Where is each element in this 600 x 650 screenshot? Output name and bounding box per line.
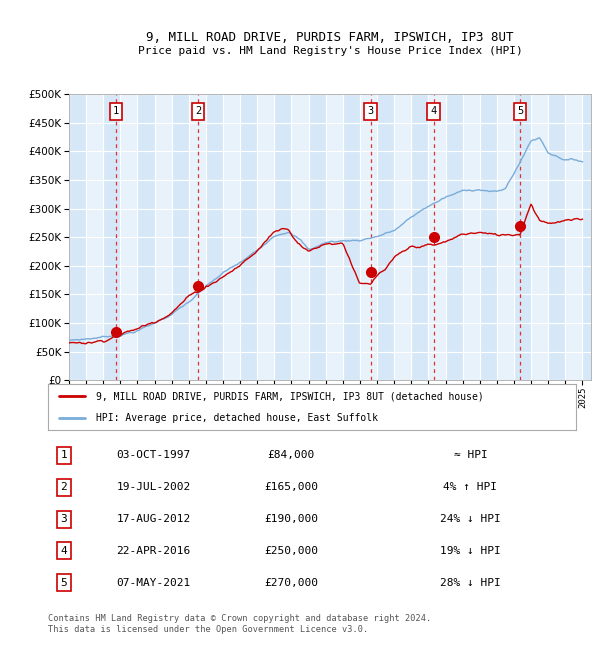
Bar — [103, 94, 121, 380]
Text: 4: 4 — [61, 546, 67, 556]
Bar — [377, 94, 394, 380]
Bar — [274, 94, 292, 380]
Bar — [121, 94, 137, 380]
Bar — [308, 94, 326, 380]
Text: 9, MILL ROAD DRIVE, PURDIS FARM, IPSWICH, IP3 8UT (detached house): 9, MILL ROAD DRIVE, PURDIS FARM, IPSWICH… — [95, 391, 483, 401]
Bar — [189, 94, 206, 380]
Text: £250,000: £250,000 — [264, 546, 318, 556]
Bar — [428, 94, 446, 380]
Bar — [446, 94, 463, 380]
Text: 1: 1 — [113, 107, 119, 116]
Bar — [480, 94, 497, 380]
Bar — [411, 94, 428, 380]
Text: Price paid vs. HM Land Registry's House Price Index (HPI): Price paid vs. HM Land Registry's House … — [137, 46, 523, 57]
Text: £165,000: £165,000 — [264, 482, 318, 492]
Text: ≈ HPI: ≈ HPI — [454, 450, 487, 460]
Text: 3: 3 — [61, 514, 67, 524]
Text: Contains HM Land Registry data © Crown copyright and database right 2024.
This d: Contains HM Land Registry data © Crown c… — [48, 614, 431, 634]
Text: 9, MILL ROAD DRIVE, PURDIS FARM, IPSWICH, IP3 8UT: 9, MILL ROAD DRIVE, PURDIS FARM, IPSWICH… — [146, 31, 514, 44]
Text: 19% ↓ HPI: 19% ↓ HPI — [440, 546, 501, 556]
Bar — [565, 94, 583, 380]
Bar — [206, 94, 223, 380]
Text: 19-JUL-2002: 19-JUL-2002 — [116, 482, 191, 492]
Text: 07-MAY-2021: 07-MAY-2021 — [116, 578, 191, 588]
Bar — [223, 94, 240, 380]
Text: 22-APR-2016: 22-APR-2016 — [116, 546, 191, 556]
Bar — [360, 94, 377, 380]
Bar — [548, 94, 565, 380]
Text: 03-OCT-1997: 03-OCT-1997 — [116, 450, 191, 460]
Text: 4: 4 — [431, 107, 437, 116]
Bar — [583, 94, 599, 380]
Text: 3: 3 — [368, 107, 374, 116]
Bar — [531, 94, 548, 380]
Text: 28% ↓ HPI: 28% ↓ HPI — [440, 578, 501, 588]
Text: 2: 2 — [61, 482, 67, 492]
Text: £84,000: £84,000 — [267, 450, 314, 460]
Text: 1: 1 — [61, 450, 67, 460]
Text: £270,000: £270,000 — [264, 578, 318, 588]
Bar — [69, 94, 86, 380]
Bar — [257, 94, 274, 380]
Bar — [172, 94, 189, 380]
Text: 5: 5 — [517, 107, 523, 116]
Bar — [155, 94, 172, 380]
Bar — [326, 94, 343, 380]
Text: 17-AUG-2012: 17-AUG-2012 — [116, 514, 191, 524]
Text: 2: 2 — [195, 107, 201, 116]
Text: HPI: Average price, detached house, East Suffolk: HPI: Average price, detached house, East… — [95, 413, 377, 422]
Bar — [497, 94, 514, 380]
Bar — [292, 94, 308, 380]
Bar — [343, 94, 360, 380]
Bar — [394, 94, 411, 380]
Bar — [86, 94, 103, 380]
Text: 24% ↓ HPI: 24% ↓ HPI — [440, 514, 501, 524]
Text: 5: 5 — [61, 578, 67, 588]
Text: 4% ↑ HPI: 4% ↑ HPI — [443, 482, 497, 492]
Bar — [240, 94, 257, 380]
Bar — [137, 94, 155, 380]
Bar — [514, 94, 531, 380]
Bar — [463, 94, 480, 380]
Text: £190,000: £190,000 — [264, 514, 318, 524]
